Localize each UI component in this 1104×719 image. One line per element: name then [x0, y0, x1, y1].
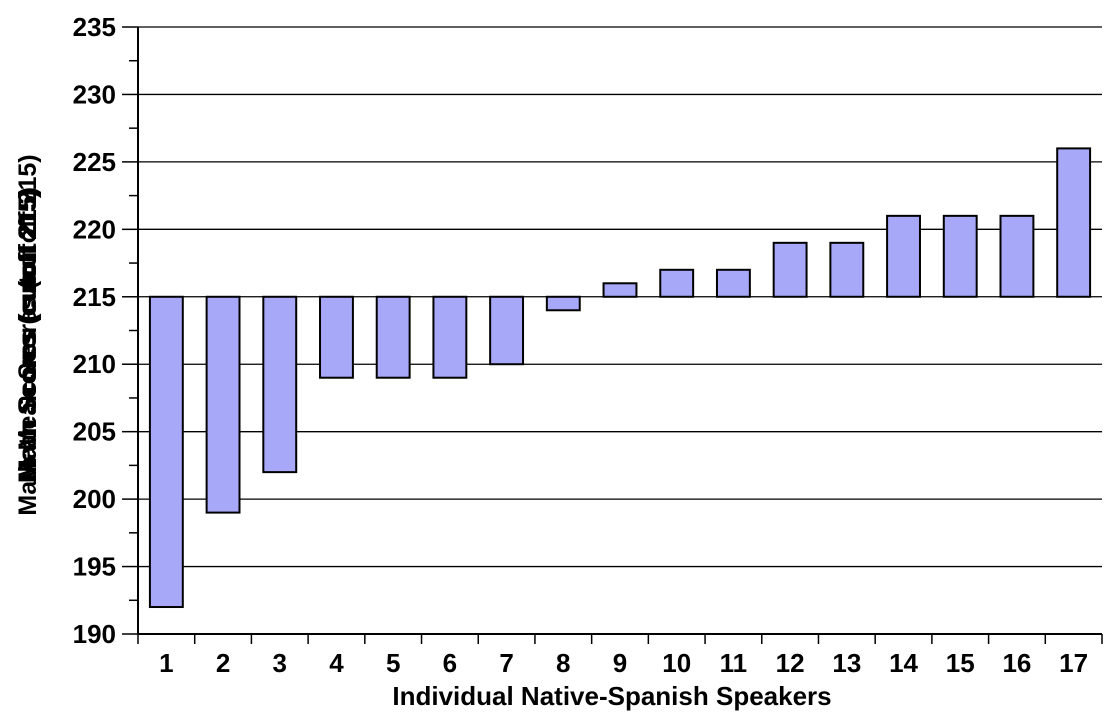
y-tick-label-215: 215: [73, 282, 116, 312]
y-tick-label-190: 190: [73, 619, 116, 649]
y-tick-label-230: 230: [73, 79, 116, 109]
bar-10: [659, 268, 695, 298]
x-tick-label-16: 16: [1002, 648, 1031, 678]
y-axis-title-layer-1: Math Scores (cutoff 215): [14, 190, 42, 480]
x-tick-label-11: 11: [720, 648, 748, 678]
x-tick-label-4: 4: [329, 648, 344, 678]
bar-5: [375, 295, 411, 379]
x-tick-label-5: 5: [386, 648, 400, 678]
y-tick-label-210: 210: [73, 349, 116, 379]
x-tick-labels: 1 2 3 4 5 6 7 8 9 10 11 12 13 14 15 16 17: [159, 648, 1088, 678]
x-tick-label-10: 10: [662, 648, 691, 678]
x-tick-label-15: 15: [946, 648, 975, 678]
bar-12: [772, 241, 808, 298]
x-tick-label-6: 6: [443, 648, 457, 678]
y-tick-label-200: 200: [73, 484, 116, 514]
x-tick-label-2: 2: [216, 648, 230, 678]
axes: [122, 26, 1103, 644]
y-tick-label-220: 220: [73, 214, 116, 244]
bar-17: [1056, 147, 1092, 298]
bar-6: [432, 295, 468, 379]
bar-13: [829, 241, 865, 298]
x-tick-label-7: 7: [499, 648, 513, 678]
bar-9: [602, 282, 638, 298]
y-axis-title-layer-2: Mean Scores (cutoff 215): [14, 187, 42, 483]
bars: [148, 147, 1092, 609]
bar-2: [205, 295, 241, 514]
y-tick-label-225: 225: [73, 147, 116, 177]
x-tick-label-3: 3: [273, 648, 287, 678]
bar-4: [319, 295, 354, 379]
y-tick-labels: 190 195 200 205 210 215 220 225 230 235: [73, 12, 116, 649]
x-tick-label-13: 13: [832, 648, 861, 678]
y-tick-label-195: 195: [73, 552, 116, 582]
bar-1: [148, 295, 184, 609]
bar-11: [715, 268, 751, 298]
bar-14: [886, 214, 921, 298]
y-axis-title: Math Scores (cutoff 215) Mean Scores (cu…: [14, 154, 42, 515]
x-tick-label-8: 8: [556, 648, 570, 678]
y-axis-title-layer-3: Math Mean Scores (cutoff 215): [14, 154, 42, 515]
y-tick-label-205: 205: [73, 417, 116, 447]
bar-15: [942, 214, 978, 298]
x-tick-label-1: 1: [159, 648, 173, 678]
x-tick-label-17: 17: [1059, 648, 1088, 678]
x-tick-label-12: 12: [776, 648, 805, 678]
x-axis-title: Individual Native-Spanish Speakers: [392, 681, 831, 711]
bar-7: [489, 295, 525, 366]
bar-3: [262, 295, 298, 474]
bar-16: [999, 214, 1035, 298]
x-tick-label-14: 14: [889, 648, 918, 678]
bar-8: [545, 295, 581, 312]
x-tick-label-9: 9: [613, 648, 627, 678]
y-tick-label-235: 235: [73, 12, 116, 42]
